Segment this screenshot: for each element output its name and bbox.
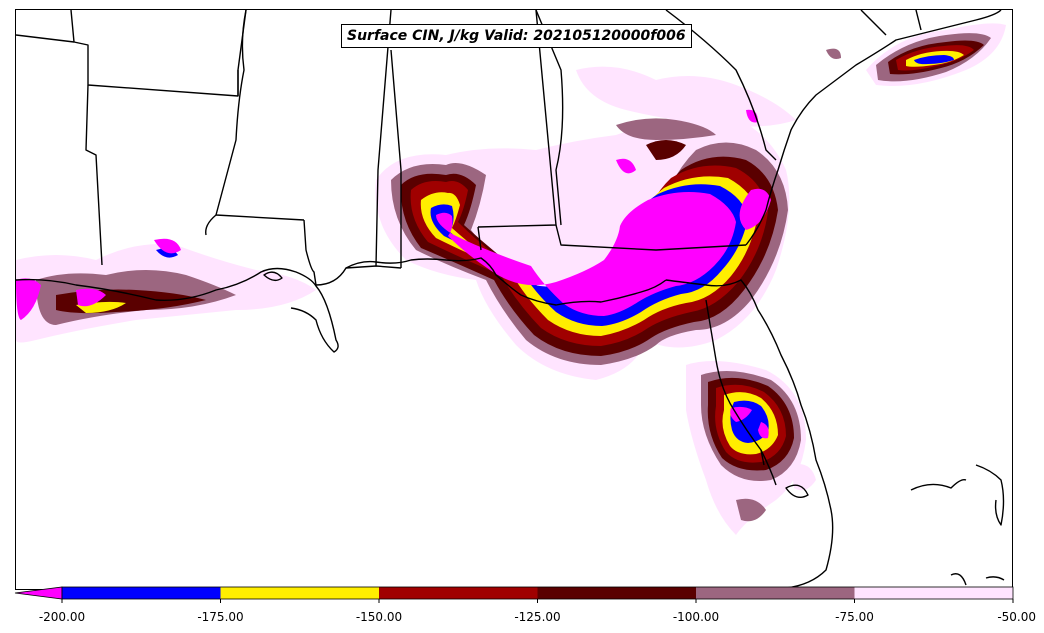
political-boundaries [16, 10, 1005, 589]
colorbar-bin-3 [537, 587, 696, 599]
colorbar-extend-below [14, 586, 63, 600]
colorbar-tick-label: -50.00 [997, 610, 1036, 624]
colorbar-tick-label: -75.00 [835, 610, 874, 624]
colorbar: -200.00 -175.00 -150.00 -125.00 -100.00 -75.0… [14, 586, 1036, 624]
cin-map [16, 10, 1006, 589]
map-panel: Surface CIN, J/kg Valid: 202105120000f00… [15, 9, 1013, 590]
colorbar-bins [14, 586, 1014, 600]
cin-shading [16, 23, 1006, 535]
map-title: Surface CIN, J/kg Valid: 202105120000f00… [341, 24, 692, 48]
colorbar-bin-1 [220, 587, 379, 599]
colorbar-tick-label: -150.00 [356, 610, 402, 624]
colorbar-bin-0 [62, 587, 221, 599]
cin-below-200 [16, 109, 771, 439]
colorbar-bin-5 [854, 587, 1013, 599]
colorbar-bin-4 [696, 587, 855, 599]
colorbar-tick-label: -200.00 [39, 610, 85, 624]
colorbar-tick-label: -100.00 [673, 610, 719, 624]
colorbar-tick-label: -175.00 [197, 610, 243, 624]
colorbar-tick-label: -125.00 [514, 610, 560, 624]
colorbar-ticks: -200.00 -175.00 -150.00 -125.00 -100.00 -75.0… [39, 599, 1036, 624]
colorbar-bin-2 [379, 587, 538, 599]
